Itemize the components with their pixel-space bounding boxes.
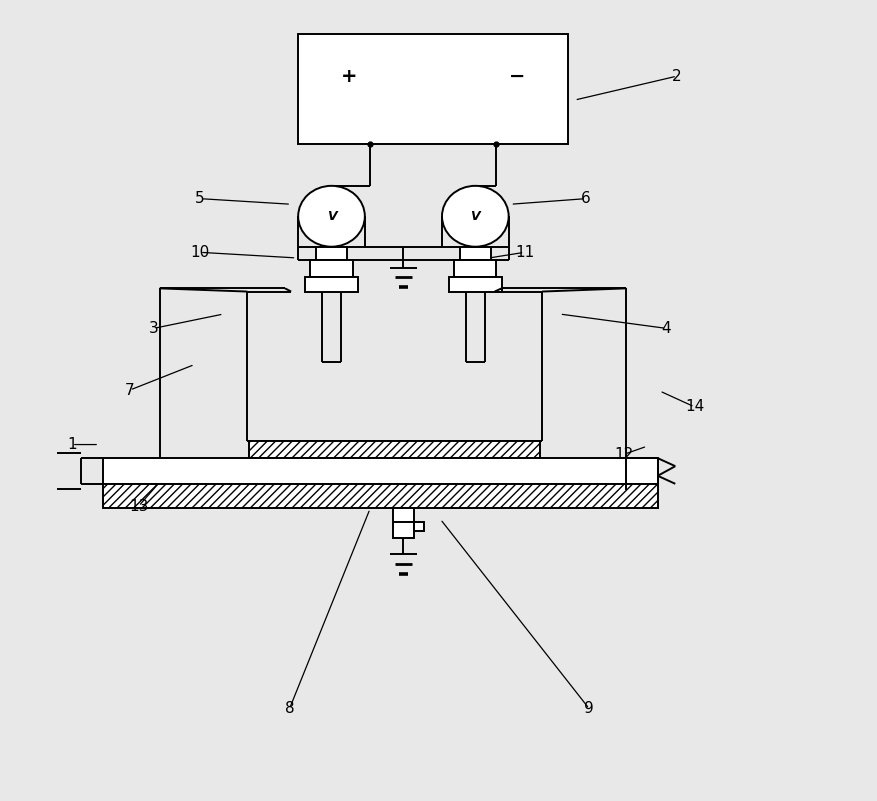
Bar [249,441,540,458]
Bar [103,484,658,508]
Text: −: − [510,66,525,86]
Text: 10: 10 [190,245,210,260]
Text: 6: 6 [581,191,591,206]
Text: 14: 14 [685,400,704,414]
Bar [414,521,424,531]
Text: 7: 7 [125,383,134,397]
Text: 2: 2 [673,69,681,83]
Bar [310,260,353,277]
Text: V: V [327,210,336,223]
Text: 4: 4 [662,321,671,336]
Text: 11: 11 [515,245,534,260]
Text: 8: 8 [285,702,294,716]
Circle shape [442,186,509,247]
Bar [449,277,502,292]
Bar [298,34,568,144]
Text: 3: 3 [148,321,159,336]
Text: 12: 12 [615,447,634,461]
Text: +: + [341,66,357,86]
Circle shape [298,186,365,247]
Text: V: V [471,210,480,223]
Text: 9: 9 [584,702,595,716]
Text: 13: 13 [129,499,148,513]
Bar [454,260,496,277]
Bar [317,247,347,260]
Text: 1: 1 [68,437,76,452]
Text: 5: 5 [196,191,204,206]
Bar [460,247,491,260]
Bar [305,277,358,292]
Bar [393,508,414,538]
Bar [103,458,658,484]
